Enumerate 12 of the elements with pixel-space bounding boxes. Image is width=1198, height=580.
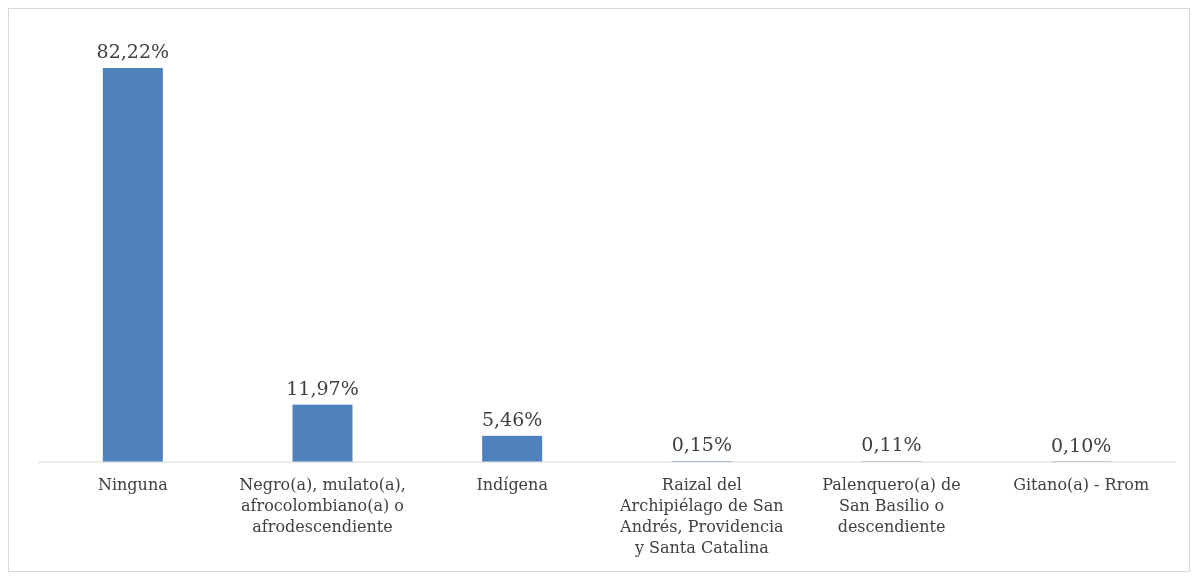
data-label: 82,22% [96, 40, 170, 62]
data-label: 0,10% [1050, 433, 1112, 456]
x-tick-label: Indígena [476, 475, 549, 494]
data-label: 0,15% [671, 433, 733, 456]
x-tick-label: Palenquero(a) de San Basilio o descendiente [822, 475, 961, 536]
data-label: 11,97% [286, 376, 359, 399]
data-label: 5,46% [481, 407, 543, 430]
data-label: 0,11% [861, 433, 922, 456]
x-tick-label: Negro(a), mulato(a), afrocolombiano(a) o afrodescendiente [239, 475, 406, 536]
x-tick-label: Raizal del Archipiélago de San Andrés, Providencia y Santa Catalina [619, 475, 785, 557]
x-tick-label: Gitano(a) - Rrom [1013, 475, 1150, 494]
x-tick-label: Ninguna [97, 475, 169, 494]
